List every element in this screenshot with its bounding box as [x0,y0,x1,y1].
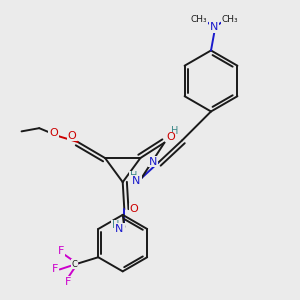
Text: O: O [49,128,58,138]
Text: H: H [112,220,119,230]
Text: N: N [210,22,218,32]
Text: O: O [130,204,138,214]
Text: F: F [65,277,72,287]
Text: H: H [171,126,179,136]
Text: F: F [52,264,58,274]
Text: N: N [115,224,124,234]
Text: CH₃: CH₃ [222,16,238,25]
Text: C: C [71,260,77,269]
Text: H: H [130,171,138,181]
Text: O: O [68,130,76,141]
Text: O: O [167,133,175,142]
Text: F: F [58,247,64,256]
Text: N: N [132,176,141,186]
Text: N: N [149,157,157,166]
Text: CH₃: CH₃ [190,16,207,25]
